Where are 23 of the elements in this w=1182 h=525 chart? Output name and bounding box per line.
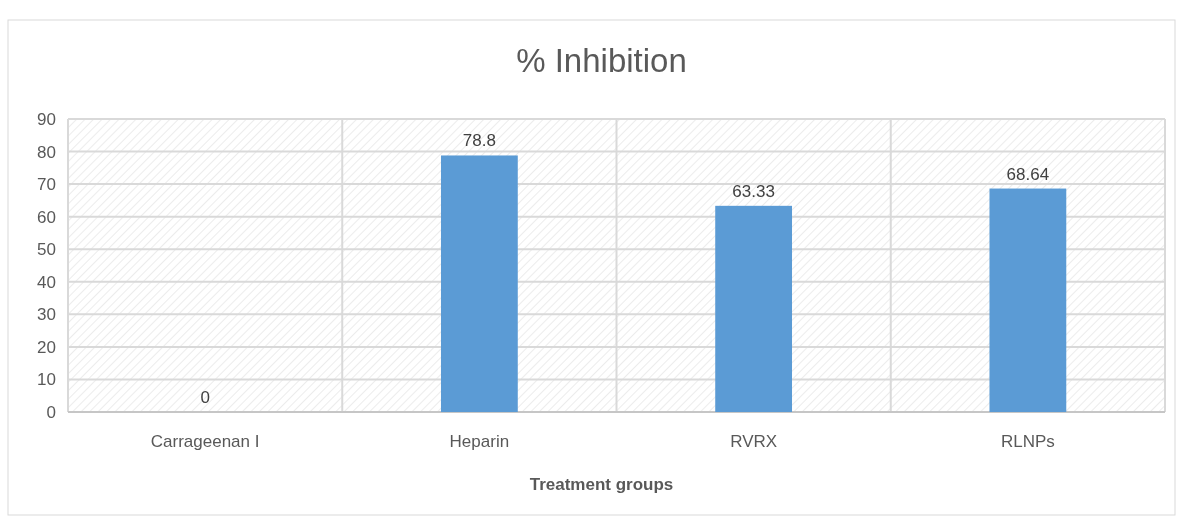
- data-label: 68.64: [1006, 164, 1050, 184]
- y-tick-label: 60: [37, 207, 56, 227]
- x-tick-label: Heparin: [449, 432, 510, 451]
- bar: [715, 205, 793, 412]
- data-label: 0: [200, 388, 210, 407]
- y-tick-label: 10: [37, 370, 56, 390]
- x-axis-title: Treatment groups: [529, 475, 674, 494]
- y-tick-label: 30: [37, 305, 56, 325]
- data-label: 78.8: [462, 131, 496, 151]
- y-tick-label: 70: [37, 175, 56, 195]
- y-tick-label: 20: [37, 337, 56, 357]
- bar: [440, 155, 518, 412]
- x-tick-label: RLNPs: [1000, 432, 1055, 451]
- y-tick-label: 90: [37, 109, 56, 129]
- data-label: 63.33: [732, 181, 775, 201]
- x-tick-label: Carrageenan I: [150, 432, 260, 451]
- chart-title: % Inhibition: [516, 42, 687, 79]
- y-tick-label: 80: [37, 142, 56, 162]
- bar: [989, 188, 1067, 412]
- y-tick-label: 0: [46, 402, 56, 422]
- y-tick-label: 50: [37, 240, 56, 260]
- x-tick-label: RVRX: [730, 432, 778, 451]
- y-tick-label: 40: [37, 272, 56, 292]
